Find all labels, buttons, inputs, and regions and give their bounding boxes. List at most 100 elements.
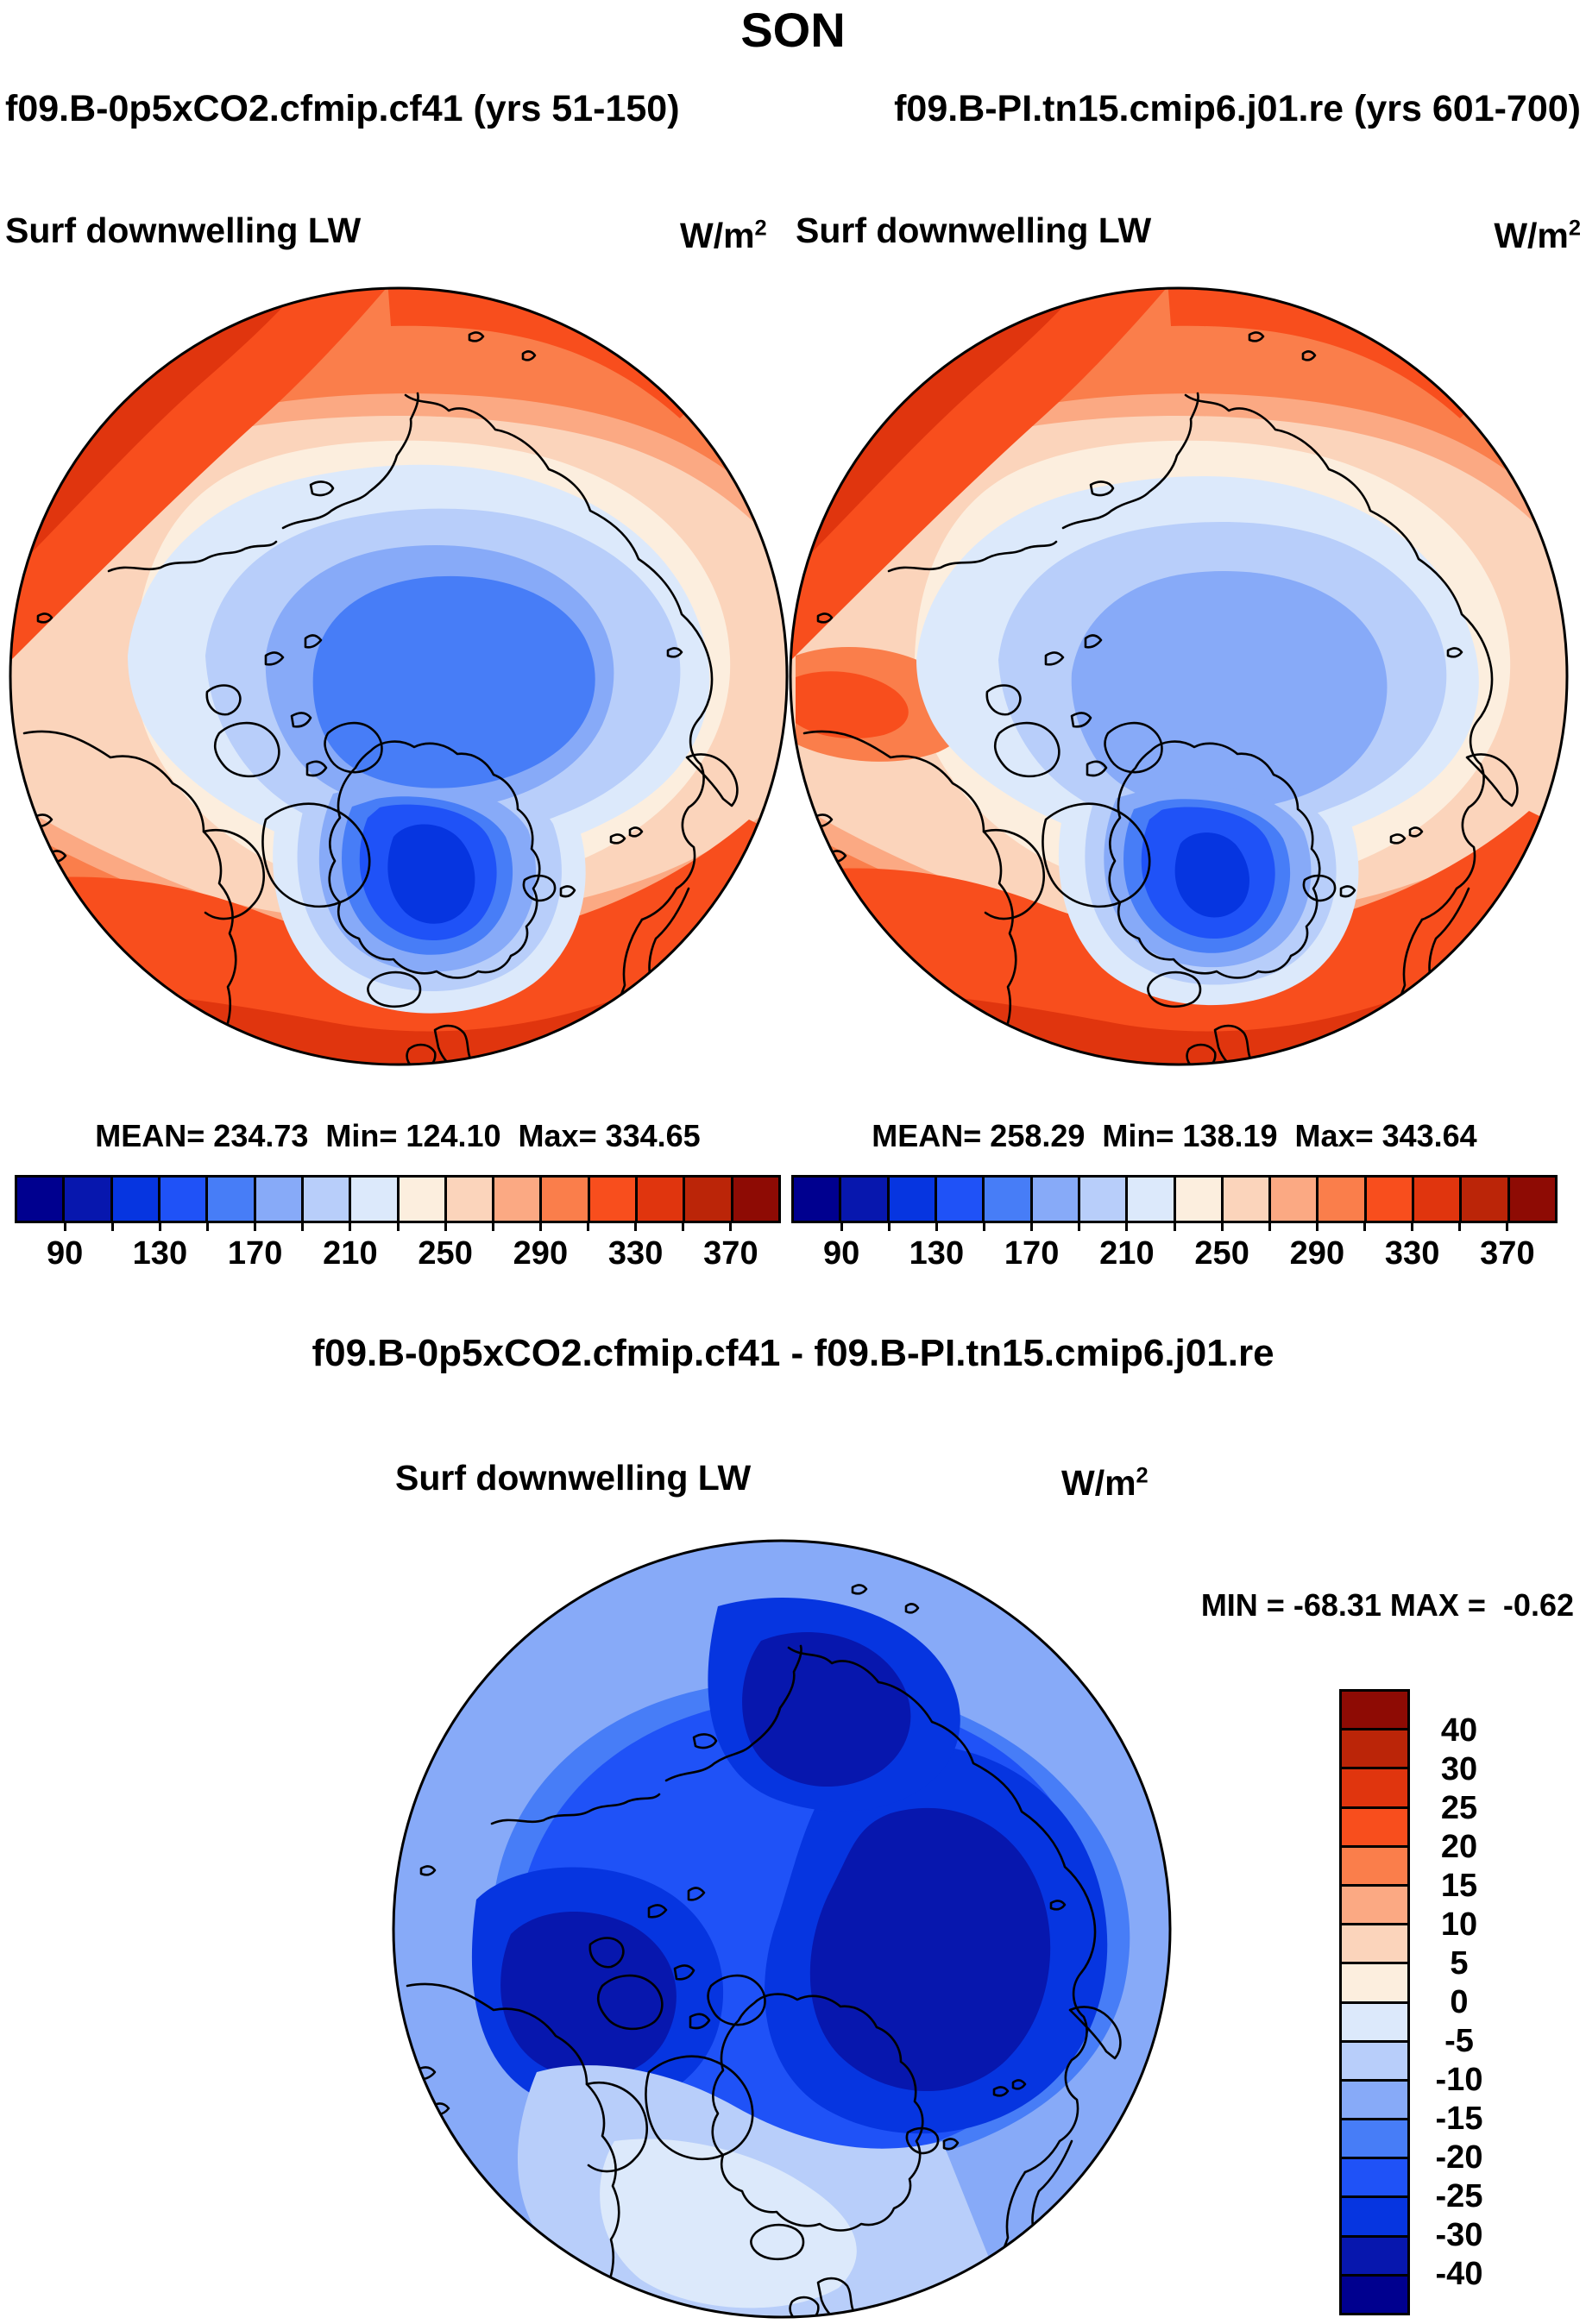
colorbar-segment [1342, 2157, 1407, 2196]
colorbar-swatches [15, 1175, 781, 1223]
colorbar-segment [730, 1178, 778, 1221]
colorbar-tick-label: 210 [323, 1235, 378, 1272]
colorbar-tick [206, 1223, 209, 1231]
colorbar-segment [349, 1178, 397, 1221]
colorbar-tick-label: 370 [1480, 1235, 1535, 1272]
colorbar-segment [1342, 2078, 1407, 2119]
colorbar-segment [1342, 2118, 1407, 2158]
colorbar-swatches [1339, 1689, 1410, 2315]
colorbar-tick-label: -20 [1435, 2139, 1483, 2176]
colorbar-segment [1342, 1728, 1407, 1768]
colorbar-segment [110, 1178, 158, 1221]
map-outline [392, 1539, 1172, 2319]
contour-darkest-canada-core [500, 1911, 677, 2079]
colorbar-tick [349, 1223, 352, 1231]
colorbar-tick [396, 1223, 400, 1231]
colorbar-tick-label: 30 [1440, 1751, 1478, 1787]
contour-palest-natlantic-core [600, 2139, 857, 2308]
colorbar-swatches [791, 1175, 1558, 1223]
left-panel-field-label: Surf downwelling LW [5, 210, 362, 250]
colorbar-segment [396, 1178, 444, 1221]
contour-darkest-siberia-core [809, 1807, 1051, 2092]
colorbar-segment [1220, 1178, 1269, 1221]
colorbar-segment [253, 1178, 301, 1221]
colorbar-tick [1220, 1223, 1224, 1231]
colorbar-tick-label: 130 [132, 1235, 188, 1272]
colorbar-tick [254, 1223, 257, 1231]
map-outline [9, 286, 789, 1066]
colorbar-tick-label: 330 [1384, 1235, 1440, 1272]
colorbar-tick [1458, 1223, 1462, 1231]
colorbar-segment [1342, 1806, 1407, 1845]
contour-greenland-core [387, 824, 475, 924]
left-panel-units: W/m2 [680, 216, 767, 255]
colorbar-tick-label: 90 [46, 1235, 84, 1272]
subtitle-left-run: f09.B-0p5xCO2.cfmip.cf41 (yrs 51-150) [5, 88, 680, 129]
diff-colorbar: 40 30 25 20 15 10 5 0 -5 -10 -15 -20 -25 -30 -40 [1339, 1689, 1520, 2319]
colorbar-segment [1342, 1923, 1407, 1963]
colorbar-segment [1342, 2273, 1407, 2313]
contour-cool-medium [1071, 571, 1388, 811]
colorbar-segment [934, 1178, 983, 1221]
colorbar-tick-label: 130 [909, 1235, 965, 1272]
colorbar-segment [982, 1178, 1030, 1221]
contour-band-strongorange-top [1167, 288, 1495, 418]
diff-panel-field-label: Surf downwelling LW [395, 1458, 752, 1498]
colorbar-tick [158, 1223, 161, 1231]
colorbar-tick-label: 370 [703, 1235, 758, 1272]
colorbar-tick [983, 1223, 985, 1231]
colorbar-tick-label: -25 [1435, 2178, 1483, 2214]
colorbar-segment [1342, 2234, 1407, 2274]
colorbar-tick [1506, 1223, 1509, 1231]
colorbar-tick [1173, 1223, 1176, 1231]
map-outline [789, 286, 1569, 1066]
contour-alaska-warm-core [796, 671, 909, 739]
colorbar-tick [1030, 1223, 1034, 1231]
right-colorbar: 90 130 170 210 250 290 330 370 [791, 1175, 1558, 1287]
colorbar-segment [1342, 2195, 1407, 2235]
colorbar-segment [17, 1178, 63, 1221]
colorbar-segment [1029, 1178, 1078, 1221]
difference-title: f09.B-0p5xCO2.cfmip.cf41 - f09.B-PI.tn15… [312, 1332, 1274, 1374]
colorbar-segment [1342, 2001, 1407, 2040]
colorbar-tick [634, 1223, 638, 1231]
right-panel-stats: MEAN= 258.29 Min= 138.19 Max= 343.64 [872, 1118, 1477, 1153]
run-subtitles: f09.B-0p5xCO2.cfmip.cf41 (yrs 51-150) f0… [5, 88, 1581, 130]
colorbar-segment [635, 1178, 683, 1221]
colorbar-segment [1342, 1767, 1407, 1806]
colorbar-tick [887, 1223, 891, 1231]
colorbar-tick-label: 170 [1004, 1235, 1060, 1272]
colorbar-tick [1315, 1223, 1319, 1231]
colorbar-tick-label: 250 [1194, 1235, 1249, 1272]
colorbar-tick [587, 1223, 589, 1231]
colorbar-segment [300, 1178, 349, 1221]
contour-cool-core [312, 575, 595, 788]
colorbar-segment [539, 1178, 588, 1221]
colorbar-tick [840, 1223, 843, 1231]
colorbar-tick-label: -30 [1435, 2217, 1483, 2253]
colorbar-tick [1411, 1223, 1414, 1231]
colorbar-tick-label: 5 [1450, 1945, 1469, 1982]
colorbar-tick [1078, 1223, 1081, 1231]
colorbar-tick-label: 170 [227, 1235, 283, 1272]
colorbar-tick [444, 1223, 447, 1231]
colorbar-tick-label: -40 [1435, 2256, 1483, 2292]
colorbar-tick-label: 0 [1450, 1984, 1469, 2020]
colorbar-segment [444, 1178, 493, 1221]
page-title: SON [740, 3, 846, 57]
colorbar-segment [1342, 2039, 1407, 2079]
colorbar-tick [1363, 1223, 1366, 1231]
colorbar-segment [1173, 1178, 1221, 1221]
contour-band-strongorange-top [387, 288, 714, 418]
colorbar-tick-label: 40 [1440, 1712, 1478, 1749]
colorbar-tick [63, 1223, 66, 1231]
colorbar-segment [1342, 1844, 1407, 1884]
diff-minmax: MIN = -68.31 MAX = -0.62 [1200, 1587, 1574, 1623]
colorbar-tick-label: 210 [1099, 1235, 1155, 1272]
diff-panel-units: W/m2 [1061, 1463, 1149, 1503]
right-panel-units: W/m2 [1494, 216, 1581, 255]
map-diff [392, 1539, 1172, 2319]
colorbar-segment [1342, 1883, 1407, 1924]
colorbar-segment [1316, 1178, 1364, 1221]
